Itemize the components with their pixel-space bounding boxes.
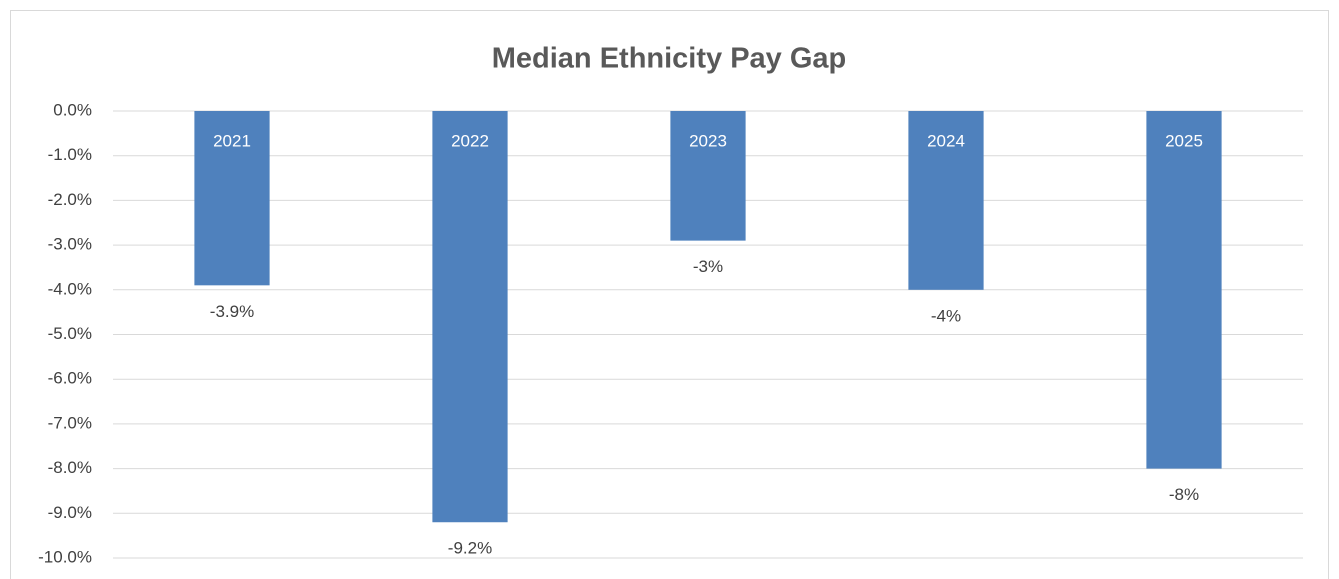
data-label: -4% xyxy=(931,306,961,325)
category-label: 2024 xyxy=(927,131,965,150)
bar xyxy=(194,111,270,286)
y-tick-label: -6.0% xyxy=(48,369,92,388)
data-label: -8% xyxy=(1169,485,1199,504)
category-label: 2025 xyxy=(1165,131,1203,150)
y-tick-label: -8.0% xyxy=(48,458,92,477)
y-tick-label: -4.0% xyxy=(48,279,92,298)
y-tick-label: -3.0% xyxy=(48,235,92,254)
y-tick-label: -2.0% xyxy=(48,190,92,209)
data-label: -3% xyxy=(693,257,723,276)
y-tick-label: 0.0% xyxy=(53,100,92,119)
y-tick-label: -1.0% xyxy=(48,145,92,164)
y-tick-label: -7.0% xyxy=(48,413,92,432)
category-label: 2023 xyxy=(689,131,727,150)
chart-border xyxy=(10,10,1329,579)
bar xyxy=(670,111,746,241)
data-label: -3.9% xyxy=(210,302,254,321)
bar xyxy=(1146,111,1222,469)
y-tick-label: -10.0% xyxy=(38,547,92,566)
y-tick-label: -5.0% xyxy=(48,324,92,343)
chart-title: Median Ethnicity Pay Gap xyxy=(492,43,847,75)
data-label: -9.2% xyxy=(448,539,492,558)
category-label: 2022 xyxy=(451,131,489,150)
bar xyxy=(908,111,984,290)
bar xyxy=(432,111,508,523)
y-tick-label: -9.0% xyxy=(48,503,92,522)
category-label: 2021 xyxy=(213,131,251,150)
